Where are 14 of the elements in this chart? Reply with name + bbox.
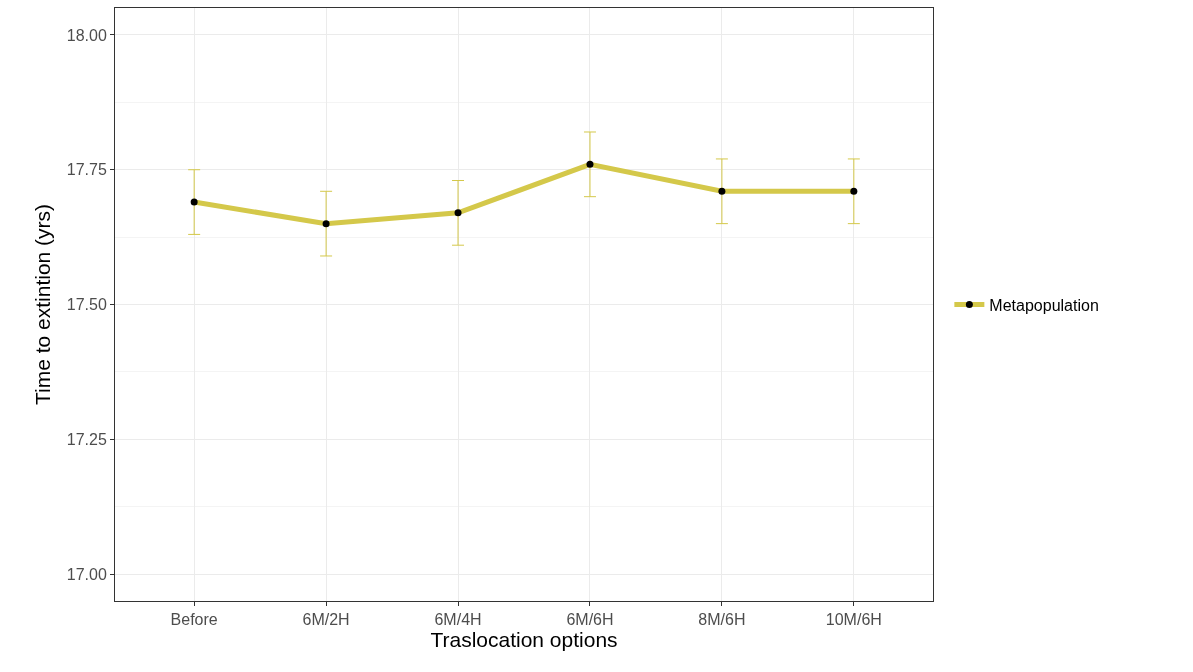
y-tick-label: 18.00 [66, 26, 107, 44]
y-axis-title: Time to extintion (yrs) [30, 203, 54, 406]
x-tick-label: 6M/2H [302, 611, 350, 629]
y-tick-label: 17.00 [66, 565, 107, 583]
x-tick-label: 6M/4H [434, 611, 482, 629]
y-tick-label: 17.25 [66, 430, 107, 448]
x-tick-label: 10M/6H [825, 611, 882, 629]
legend-label: Metapopulation [989, 296, 1099, 314]
y-tick-label: 17.75 [66, 161, 107, 179]
x-tick-label: 6M/6H [566, 611, 614, 629]
x-tick-label: Before [170, 611, 218, 629]
y-tick-label: 17.50 [66, 296, 107, 314]
x-tick-label: 8M/6H [698, 611, 746, 629]
x-axis-title: Traslocation options [430, 628, 618, 652]
